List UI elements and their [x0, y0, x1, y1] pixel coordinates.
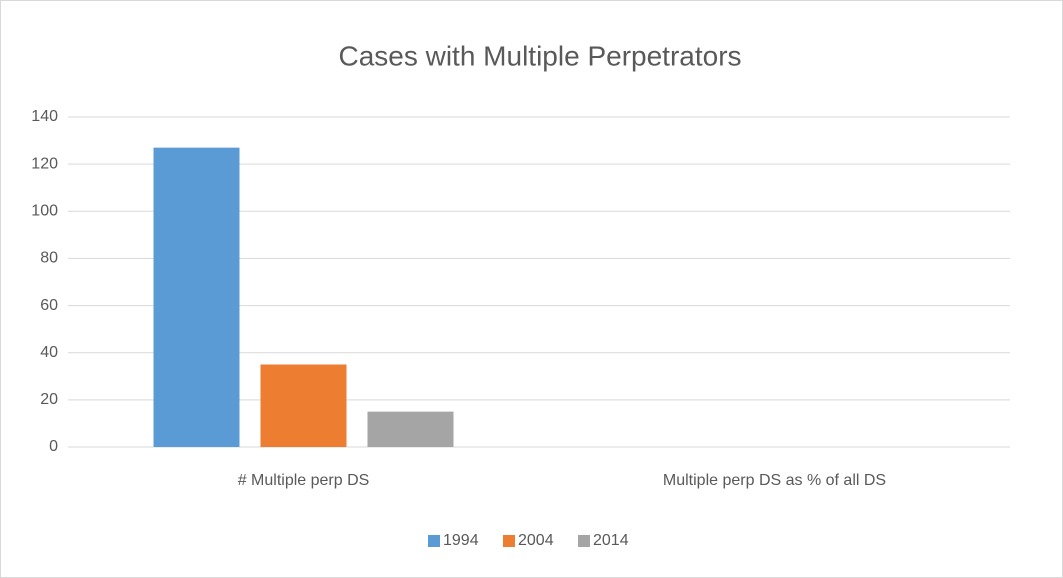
- legend-label: 2004: [518, 532, 554, 549]
- chart-title: Cases with Multiple Perpetrators: [338, 40, 741, 71]
- x-tick-label: Multiple perp DS as % of all DS: [663, 472, 886, 489]
- y-tick-label: 120: [31, 155, 58, 172]
- y-tick-label: 0: [49, 438, 58, 455]
- y-tick-label: 100: [31, 203, 58, 220]
- legend-swatch: [428, 535, 440, 547]
- x-tick-label: # Multiple perp DS: [238, 472, 370, 489]
- y-tick-label: 140: [31, 108, 58, 125]
- y-tick-label: 20: [40, 391, 58, 408]
- y-tick-label: 60: [40, 297, 58, 314]
- legend-label: 2014: [593, 532, 629, 549]
- legend-swatch: [503, 535, 515, 547]
- bar: [153, 147, 240, 447]
- legend-swatch: [578, 535, 590, 547]
- y-tick-label: 40: [40, 344, 58, 361]
- y-tick-label: 80: [40, 250, 58, 267]
- bar: [367, 411, 454, 447]
- legend-label: 1994: [443, 532, 479, 549]
- bar: [260, 364, 347, 447]
